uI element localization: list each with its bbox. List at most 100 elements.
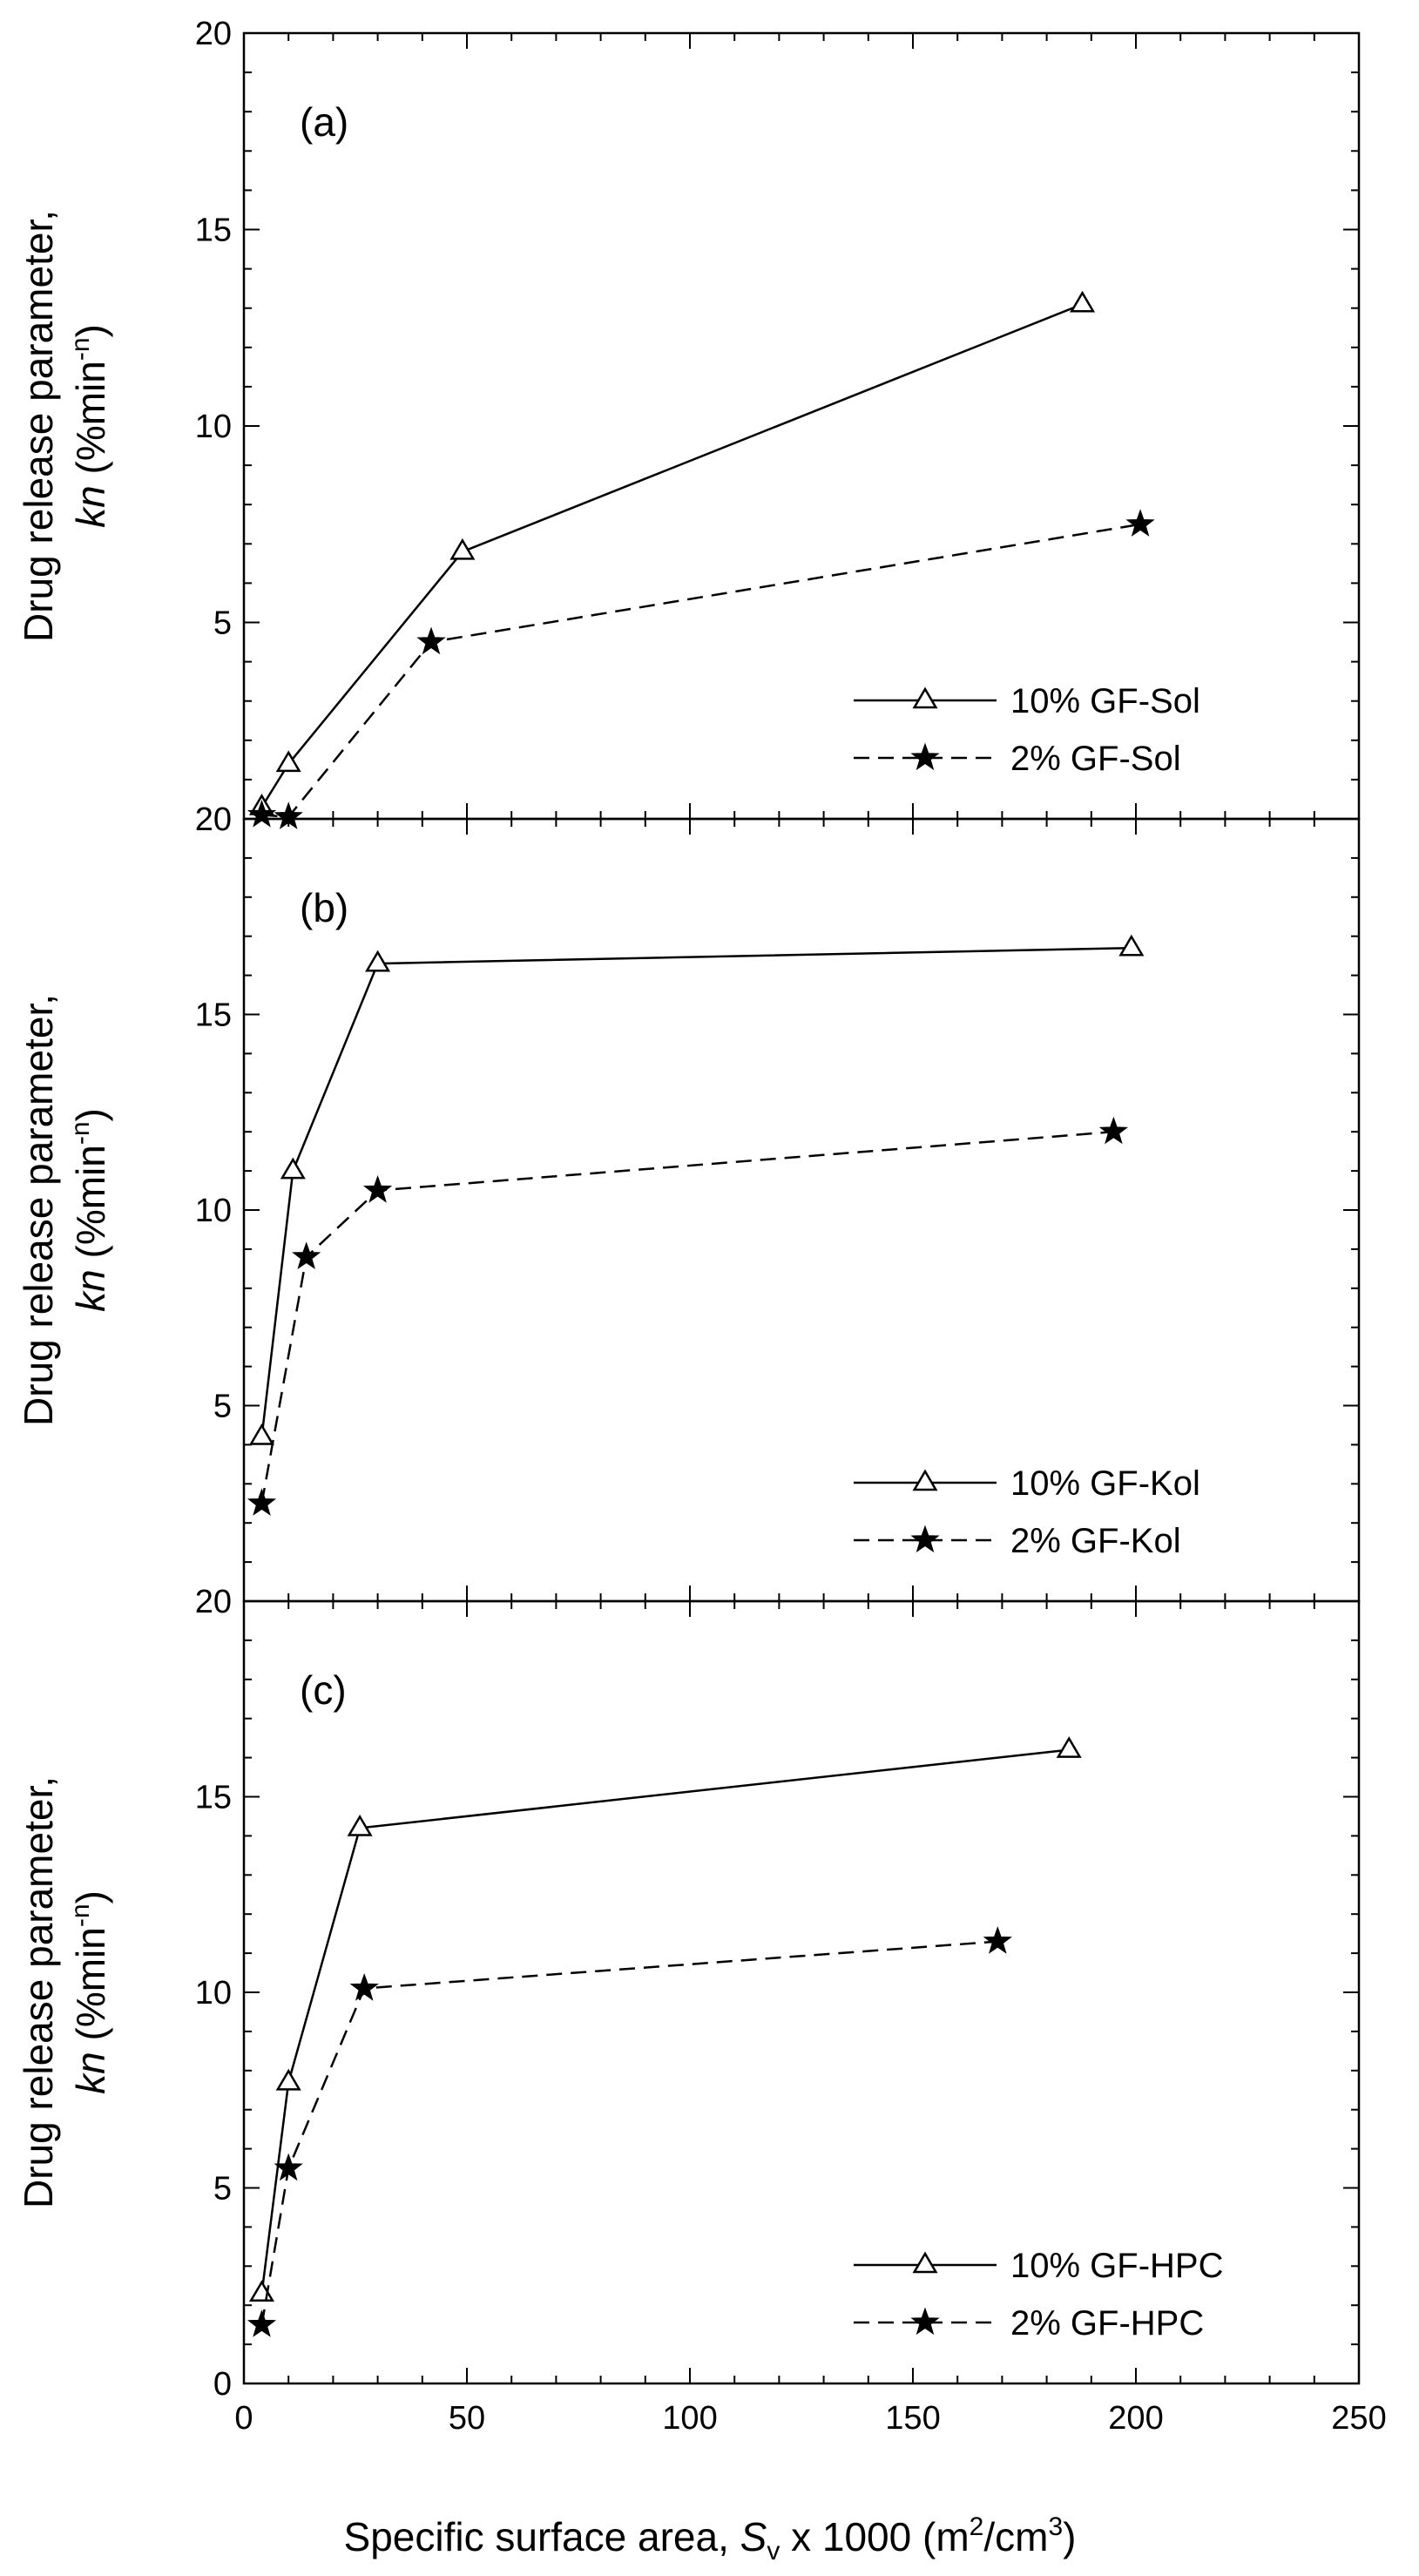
y-axis-title-close: ) [68,324,113,337]
legend-marker [910,742,940,771]
data-point [275,750,301,773]
panel-label: (a) [300,99,348,145]
y-tick-label: 15 [195,1780,232,1816]
panel-label: (b) [300,885,348,930]
data-point [274,2153,303,2181]
series-line [260,946,1132,1437]
data-point [983,1926,1012,1954]
y-tick-label: 5 [213,1389,232,1425]
x-axis-title-var: S [740,2514,767,2559]
x-axis-title-sup: 2 [970,2512,984,2541]
data-point [449,538,476,560]
y-axis-title-line1: Drug release parameter, [16,1776,61,2208]
x-axis-title-unit: /cm [983,2514,1048,2559]
legend-marker [912,686,938,709]
y-axis-title-var: kn [68,1269,113,1312]
series-2 [247,1116,1129,1516]
legend: 10% GF-HPC 2% GF-HPC [854,2247,1224,2343]
data-point [1125,509,1155,537]
series-line [260,303,1084,808]
legend: 10% GF-Sol 2% GF-Sol [854,682,1200,778]
y-axis-title-line1: Drug release parameter, [16,994,61,1426]
chart-panel-2: 5 10 15 20 (b) 10% GF-Kol 2% GF-Kol Drug releas… [16,801,1361,1603]
y-axis-title-line1: Drug release parameter, [16,210,61,642]
series-1 [248,934,1145,1445]
x-tick-label: 200 [1108,2400,1163,2437]
y-tick-label: 10 [195,1975,232,2011]
y-axis-title-sup: -n [66,337,95,361]
data-point [1056,1736,1082,1758]
y-tick-label: 10 [195,409,232,445]
y-axis-title-unit: (%min [68,361,113,485]
y-tick-label: 20 [195,16,232,52]
y-axis-title-close: ) [68,1890,113,1903]
panel-label: (c) [300,1667,347,1713]
y-tick-label: 20 [195,801,232,838]
x-tick-label: 150 [885,2400,940,2437]
y-axis-title: Drug release parameter, kn (%min-n) [16,994,113,1426]
data-point [292,1241,321,1269]
x-tick-label: 100 [662,2400,717,2437]
y-axis-title-sup: -n [66,1903,95,1927]
x-axis-title-sup2: 3 [1048,2512,1063,2541]
series-1 [248,290,1096,815]
y-axis-title: Drug release parameter, kn (%min-n) [16,210,113,642]
x-axis-title-sub: v [767,2537,780,2566]
chart-panel-1: 5 10 15 20 (a) 10% GF-Sol 2% GF-Sol Drug releas… [16,16,1361,829]
data-point [349,1973,379,2001]
y-axis-title-unit: (%min [68,1145,113,1269]
x-axis-title-close: ) [1063,2514,1076,2559]
data-point [1118,934,1145,957]
legend-marker [912,1469,938,1491]
legend: 10% GF-Kol 2% GF-Kol [854,1464,1200,1560]
data-point [248,1423,275,1445]
data-point [275,2068,301,2091]
data-point [1098,1116,1129,1145]
data-point [416,626,446,655]
panels: 5 10 15 20 (a) 10% GF-Sol 2% GF-Sol Drug releas… [16,16,1387,2437]
legend-marker [910,2307,940,2336]
series-2 [247,509,1155,829]
data-point [362,1174,393,1203]
series-line [260,1748,1070,2294]
data-point [280,1157,306,1180]
y-tick-label: 20 [195,1584,232,1620]
data-point [365,950,391,972]
legend-label: 10% GF-Sol [1010,682,1200,720]
x-tick-label: 50 [449,2400,485,2437]
data-point [247,2309,277,2337]
series-line [260,1940,998,2325]
data-point [247,800,277,828]
legend-label: 10% GF-Kol [1010,1464,1200,1503]
legend-label: 2% GF-Sol [1010,740,1181,778]
series-2 [247,1926,1012,2337]
legend-label: 2% GF-HPC [1010,2304,1204,2343]
data-point [1070,290,1096,313]
x-axis-title-prefix: Specific surface area, [344,2514,740,2559]
x-tick-label: 0 [234,2400,253,2437]
y-axis-title-unit: (%min [68,1927,113,2052]
y-axis-title-var: kn [68,485,113,528]
y-tick-label: 5 [213,605,232,642]
y-tick-label: 15 [195,997,232,1034]
y-tick-label: 0 [213,2366,232,2403]
legend-marker [910,1525,940,1553]
x-axis-title: Specific surface area, Sv x 1000 (m2/cm3… [344,2512,1077,2566]
y-tick-label: 5 [213,2171,232,2208]
y-axis-title: Drug release parameter, kn (%min-n) [16,1776,113,2208]
data-point [247,1488,277,1516]
series-line [260,1130,1114,1504]
x-axis-title-mid: x 1000 (m [780,2514,969,2559]
y-axis-title-var: kn [68,2052,113,2094]
x-tick-label: 250 [1331,2400,1386,2437]
legend-label: 2% GF-Kol [1010,1522,1181,1560]
legend-marker [912,2251,938,2274]
y-axis-title-close: ) [68,1108,113,1121]
series-line [261,523,1141,818]
y-tick-label: 10 [195,1193,232,1229]
data-point [347,1814,373,1836]
y-axis-title-sup: -n [66,1121,95,1145]
